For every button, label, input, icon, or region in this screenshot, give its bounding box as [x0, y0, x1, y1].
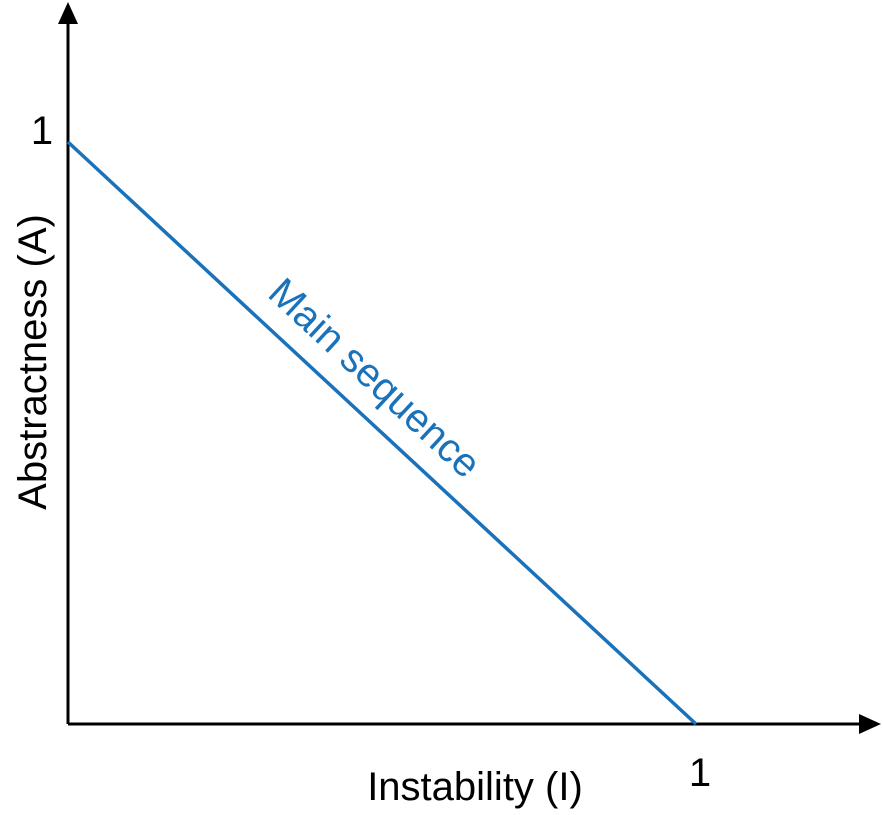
plot-area — [66, 140, 698, 726]
y-axis — [58, 2, 78, 724]
x-axis — [68, 714, 881, 734]
series-line — [66, 140, 698, 726]
x-tick-label: 1 — [689, 751, 711, 795]
tick-labels: 11 — [31, 109, 711, 795]
y-tick-label: 1 — [31, 109, 53, 153]
y-axis-arrow-icon — [58, 2, 78, 24]
series-annotation: Main sequence — [260, 270, 489, 487]
x-axis-arrow-icon — [859, 714, 881, 734]
y-axis-label: Abstractness (A) — [11, 214, 55, 510]
x-axis-label: Instability (I) — [367, 765, 583, 809]
